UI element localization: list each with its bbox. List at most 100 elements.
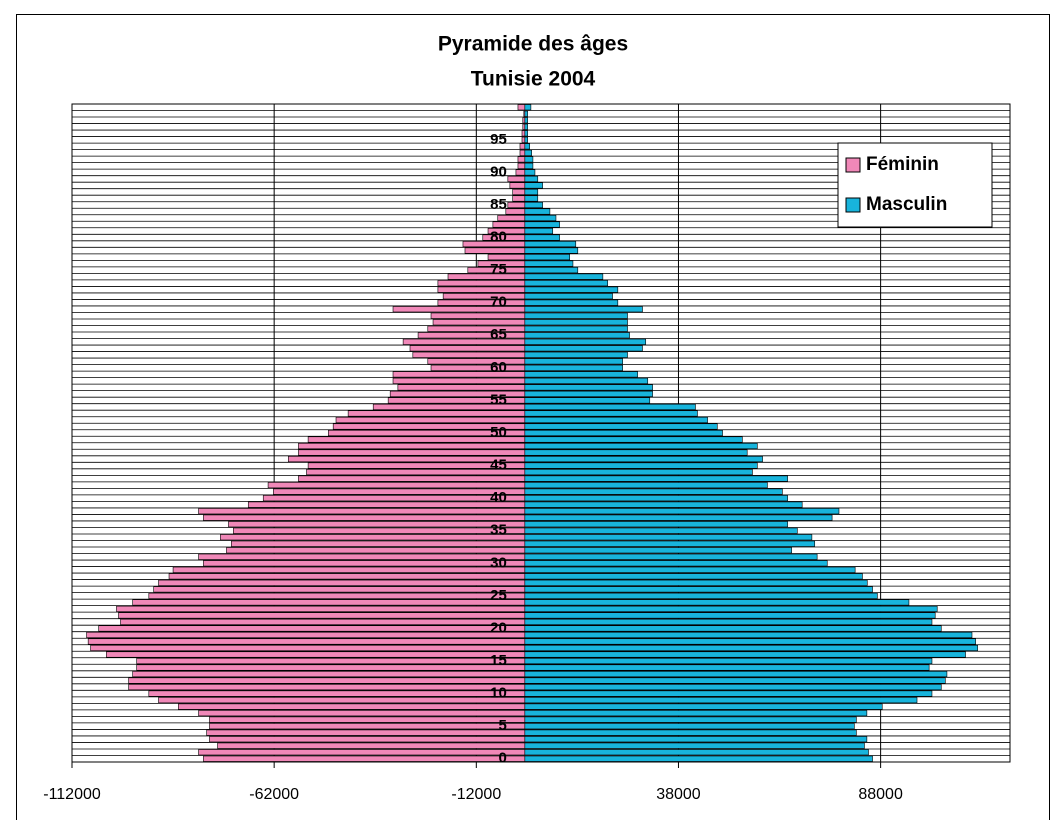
y-tick-label: 15 [490,652,507,669]
bar [524,260,574,267]
bar [524,214,557,222]
bar [203,755,526,762]
bar [148,592,526,599]
bar [524,110,528,117]
bar [524,201,543,209]
bar [524,234,560,241]
bar [524,521,788,528]
bar [148,690,526,697]
y-tick-label: 50 [490,424,507,441]
bar [524,241,577,248]
bar [524,351,628,358]
bar [524,697,918,704]
bar [524,442,758,450]
bar [524,423,718,430]
y-tick-label: 30 [490,554,507,571]
y-tick-label: 90 [490,163,507,180]
bar [98,625,526,632]
plot-border [71,103,1011,763]
bar [524,710,868,717]
bar [524,312,628,319]
bar [524,651,966,658]
bar [524,716,857,723]
bar [522,123,526,130]
bar [233,527,526,534]
legend-label: Masculin [866,194,947,215]
bar [519,143,526,150]
bar [90,644,526,652]
bar [524,495,788,502]
bar [524,579,868,586]
bar [524,286,619,293]
bar [132,671,526,678]
y-tick-label: 40 [490,489,507,506]
bar [120,618,526,625]
bar [106,651,526,658]
bar [524,123,528,130]
bar [524,638,976,645]
bar [524,371,638,378]
bar [118,612,526,619]
y-tick-label: 45 [490,457,507,474]
bar [198,508,526,515]
x-tick-label: 38000 [656,786,701,803]
bar [524,749,869,756]
bar [430,364,526,371]
bar [524,228,554,235]
bar [86,631,526,638]
bar [412,351,526,358]
bar [158,697,526,704]
bar [153,586,526,593]
chart-subtitle: Tunisie 2004 [471,68,596,91]
bar [524,299,619,306]
bar [524,534,813,541]
bar [220,534,526,541]
bar [206,729,526,736]
bar [198,710,526,717]
bar [507,201,526,209]
bar [226,547,526,554]
bar [524,364,623,371]
bar [524,736,868,743]
bar [524,475,788,482]
bar [432,319,526,326]
bar [437,299,526,306]
y-tick-label: 10 [490,685,507,702]
bar [512,195,526,202]
bar [524,612,936,619]
bar [524,462,758,469]
bar [524,319,628,326]
bar [509,182,526,189]
bar [524,143,530,150]
bar [524,514,833,521]
bar [524,403,696,410]
bar [515,169,526,176]
bar [524,599,910,606]
bar [524,664,930,671]
bar [524,221,560,228]
bar [409,345,526,352]
bar [517,162,526,169]
bar [524,377,649,384]
bar [517,104,526,111]
y-tick-label: 95 [490,131,507,148]
bar [262,495,526,502]
bar [524,345,643,352]
x-tick-label: -112000 [43,786,101,803]
bar [524,553,818,560]
bar [524,703,883,710]
bar [203,514,526,521]
bar [524,482,768,489]
bar [524,488,783,495]
bar [128,684,526,691]
bar [524,508,840,515]
bar [524,456,763,463]
bar [524,332,630,339]
x-tick-label: 88000 [858,786,903,803]
bar [524,384,653,391]
bar [507,175,526,182]
bar [437,280,526,287]
bar [521,136,526,143]
bar [524,547,792,554]
